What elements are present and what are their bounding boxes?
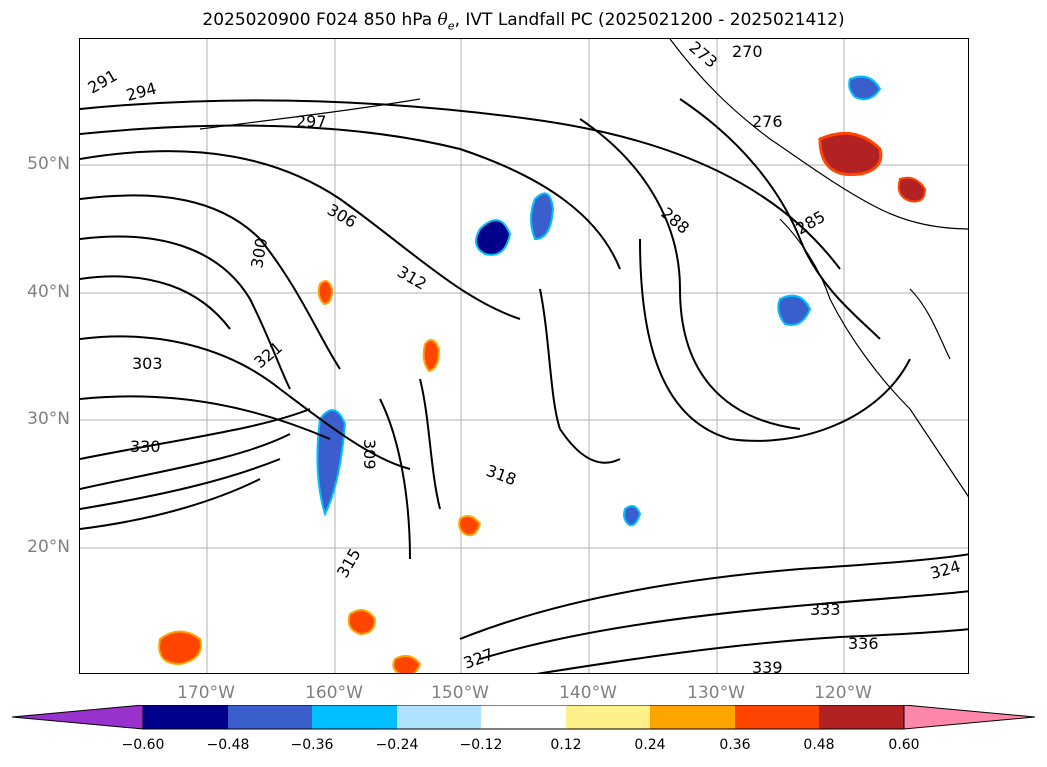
gridlines xyxy=(80,39,968,673)
contour-label-294: 294 xyxy=(124,79,158,105)
colorbar-tick-10: 0.60 xyxy=(888,737,920,753)
contour-label-339: 339 xyxy=(752,658,783,674)
lon-label-150w: 150°W xyxy=(431,683,489,703)
contour-label-306: 306 xyxy=(324,200,360,232)
contour-label-291: 291 xyxy=(85,66,121,98)
contour-label-288: 288 xyxy=(657,204,693,238)
lon-label-130w: 130°W xyxy=(687,683,745,703)
theta-subscript: e xyxy=(447,19,455,33)
contour-label-303: 303 xyxy=(132,354,163,373)
colorbar-bin-7 xyxy=(650,705,735,729)
contour-label-297: 297 xyxy=(296,112,327,131)
land-outlines xyxy=(199,39,968,498)
contour-label-318: 318 xyxy=(484,461,519,489)
contour-label-273: 273 xyxy=(685,39,721,72)
colorbar-frame xyxy=(142,704,905,730)
colorbar-bin-4 xyxy=(397,705,481,729)
contour-label-276: 276 xyxy=(752,112,783,131)
colorbar-bin-2 xyxy=(228,705,312,729)
contour-label-315: 315 xyxy=(333,545,365,581)
contour-label-336: 336 xyxy=(848,634,879,653)
lat-label-30n: 30°N xyxy=(27,409,70,429)
contour-label-312: 312 xyxy=(394,262,430,294)
colorbar-bin-5 xyxy=(481,705,566,729)
theta-symbol: θ xyxy=(437,10,448,30)
colorbar-tick-4: −0.24 xyxy=(375,737,419,753)
contour-label-309: 309 xyxy=(360,439,379,470)
contour-label-324: 324 xyxy=(928,557,962,583)
colorbar-extend-right xyxy=(903,704,1036,730)
contour-label-330: 330 xyxy=(130,437,161,456)
colorbar-tick-3: −0.36 xyxy=(290,737,334,753)
lat-label-20n: 20°N xyxy=(27,537,70,557)
colorbar-extend-left xyxy=(11,704,144,730)
lon-label-170w: 170°W xyxy=(177,683,235,703)
colorbar-bin-9 xyxy=(819,705,904,729)
contour-label-327: 327 xyxy=(461,644,496,672)
colorbar-tick-1: −0.60 xyxy=(121,737,165,753)
colorbar-tick-6: 0.12 xyxy=(550,737,582,753)
lon-label-160w: 160°W xyxy=(305,683,363,703)
pc-shading xyxy=(158,75,927,673)
map-title: 2025020900 F024 850 hPa θe, IVT Landfall… xyxy=(0,10,1047,32)
map-svg: 291 294 297 300 303 306 309 312 315 318 … xyxy=(80,39,968,674)
colorbar-tick-9: 0.48 xyxy=(803,737,835,753)
lat-label-50n: 50°N xyxy=(27,154,70,174)
colorbar-tick-5: −0.12 xyxy=(459,737,503,753)
theta-e-contours xyxy=(80,98,968,673)
colorbar-bin-1 xyxy=(143,705,228,729)
colorbar-bin-8 xyxy=(735,705,819,729)
colorbar-tick-2: −0.48 xyxy=(206,737,250,753)
contour-label-270: 270 xyxy=(732,42,763,61)
colorbar-svg xyxy=(11,704,1036,730)
contour-label-333: 333 xyxy=(810,600,841,619)
colorbar-bin-6 xyxy=(566,705,650,729)
lon-label-120w: 120°W xyxy=(814,683,872,703)
colorbar xyxy=(11,704,1037,739)
title-prefix: 2025020900 F024 850 hPa xyxy=(202,10,438,30)
lat-label-40n: 40°N xyxy=(27,282,70,302)
colorbar-bin-3 xyxy=(312,705,397,729)
lon-label-140w: 140°W xyxy=(559,683,617,703)
map-panel[interactable]: 291 294 297 300 303 306 309 312 315 318 … xyxy=(79,38,969,674)
title-suffix: , IVT Landfall PC (2025021200 - 20250214… xyxy=(454,10,845,30)
colorbar-tick-8: 0.36 xyxy=(719,737,751,753)
contour-label-300: 300 xyxy=(247,236,271,269)
colorbar-tick-7: 0.24 xyxy=(634,737,666,753)
